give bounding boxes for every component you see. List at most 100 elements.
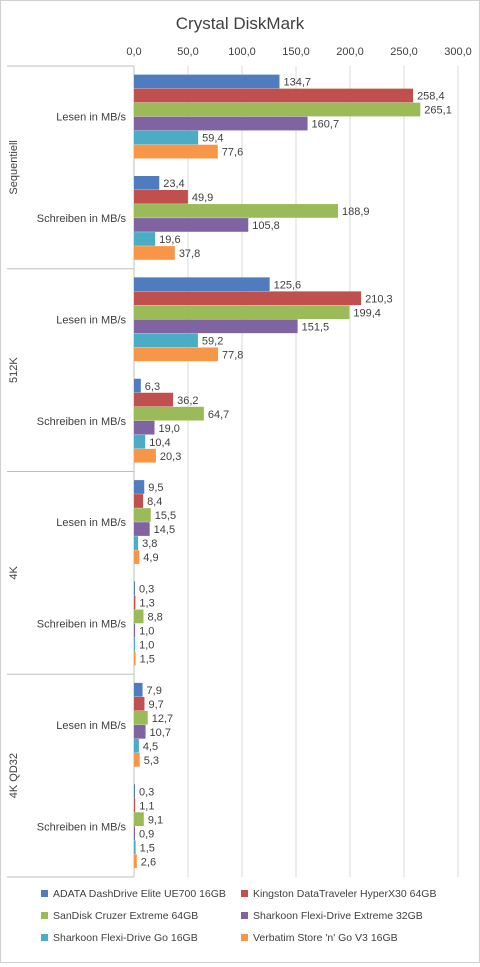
data-label: 105,8 — [252, 220, 280, 232]
data-label: 188,9 — [342, 206, 370, 218]
data-label: 59,2 — [202, 335, 223, 347]
data-label: 59,4 — [202, 133, 223, 145]
data-label: 151,5 — [302, 321, 330, 333]
data-label: 1,0 — [139, 640, 154, 652]
bar — [134, 581, 135, 596]
bar — [134, 623, 136, 638]
bar — [134, 246, 175, 260]
category-label: Schreiben in MB/s — [37, 619, 127, 631]
bar — [134, 204, 339, 218]
data-label: 19,0 — [159, 423, 180, 435]
bar — [134, 609, 144, 624]
bar — [134, 550, 140, 564]
bar — [134, 277, 270, 292]
bar — [134, 420, 155, 435]
data-label: 134,7 — [283, 77, 311, 89]
group-label: 4K — [8, 565, 20, 579]
bar — [134, 448, 156, 463]
data-label: 4,9 — [143, 552, 158, 564]
data-label: 23,4 — [163, 178, 184, 190]
data-label: 0,3 — [139, 786, 154, 798]
data-label: 8,4 — [147, 496, 162, 508]
data-label: 19,6 — [159, 234, 180, 246]
category-label: Lesen in MB/s — [56, 517, 126, 529]
data-label: 258,4 — [417, 91, 445, 103]
bar — [134, 175, 160, 190]
chart-title: Crystal DiskMark — [176, 14, 305, 33]
x-axis-tick-labels: 0,0 50,0 100,0 150,0 200,0 250,0 300,0 — [126, 46, 471, 58]
data-label: 2,6 — [141, 856, 156, 868]
category-label: Schreiben in MB/s — [37, 213, 127, 225]
bar — [134, 378, 141, 393]
bar — [134, 651, 136, 666]
legend-swatch — [41, 890, 48, 897]
bar — [134, 130, 199, 145]
category-label: Lesen in MB/s — [56, 720, 126, 732]
bar — [134, 682, 143, 697]
data-label: 77,8 — [222, 349, 243, 361]
data-label: 15,5 — [155, 510, 176, 522]
data-label: 160,7 — [312, 119, 340, 131]
x-tick-label: 0,0 — [126, 46, 141, 58]
group-label: 4K QD32 — [8, 753, 20, 798]
data-label: 49,9 — [192, 192, 213, 204]
data-label: 3,8 — [142, 538, 157, 550]
data-label: 1,3 — [139, 598, 154, 610]
bar — [134, 637, 136, 652]
group-label: Sequentiell — [8, 140, 20, 194]
bar — [134, 434, 146, 449]
data-label: 1,5 — [140, 842, 155, 854]
bar — [134, 798, 136, 812]
bar — [134, 480, 145, 494]
category-label: Lesen in MB/s — [56, 314, 126, 326]
bar — [134, 102, 421, 117]
bar — [134, 522, 150, 536]
bar — [134, 218, 249, 232]
bar — [134, 812, 144, 827]
data-label: 6,3 — [145, 381, 160, 393]
legend-label: Sharkoon Flexi-Drive Go 16GB — [53, 932, 198, 944]
legend-swatch — [241, 890, 248, 897]
bar — [134, 305, 350, 320]
bar — [134, 784, 135, 798]
data-label: 10,7 — [150, 727, 171, 739]
data-label: 7,9 — [147, 685, 162, 697]
data-label: 8,8 — [148, 612, 163, 624]
data-label: 4,5 — [143, 741, 158, 753]
legend-label: Sharkoon Flexi-Drive Extreme 32GB — [253, 910, 423, 922]
bar — [134, 494, 144, 508]
bar — [134, 190, 188, 204]
category-label: Lesen in MB/s — [56, 112, 126, 124]
data-label: 12,7 — [152, 713, 173, 725]
bar — [134, 710, 148, 725]
data-label: 10,4 — [149, 437, 170, 449]
data-label: 1,1 — [139, 800, 154, 812]
group-separators: Sequentiell Lesen in MB/s Schreiben in MB/… — [7, 65, 134, 878]
x-tick-label: 50,0 — [177, 46, 198, 58]
bar — [134, 752, 140, 767]
group-label: 512K — [8, 357, 20, 383]
legend-label: Kingston DataTraveler HyperX30 64GB — [253, 888, 436, 900]
data-label: 1,5 — [140, 654, 155, 666]
bar — [134, 536, 139, 550]
data-label: 14,5 — [154, 524, 175, 536]
grid-lines — [133, 66, 459, 877]
data-label: 9,5 — [148, 482, 163, 494]
legend-label: ADATA DashDrive Elite UE700 16GB — [53, 888, 226, 900]
bar — [134, 854, 137, 869]
data-label: 0,9 — [139, 828, 154, 840]
bar — [134, 724, 146, 739]
bar — [134, 392, 174, 407]
legend-label: SanDisk Cruzer Extreme 64GB — [53, 910, 198, 922]
bar — [134, 74, 280, 89]
bar — [134, 508, 151, 522]
bar — [134, 232, 156, 246]
bar — [134, 347, 219, 362]
bar — [134, 88, 414, 103]
data-label: 1,0 — [139, 626, 154, 638]
legend-swatch — [241, 912, 248, 919]
bar — [134, 144, 218, 159]
data-label: 125,6 — [274, 279, 302, 291]
bar — [134, 116, 308, 131]
